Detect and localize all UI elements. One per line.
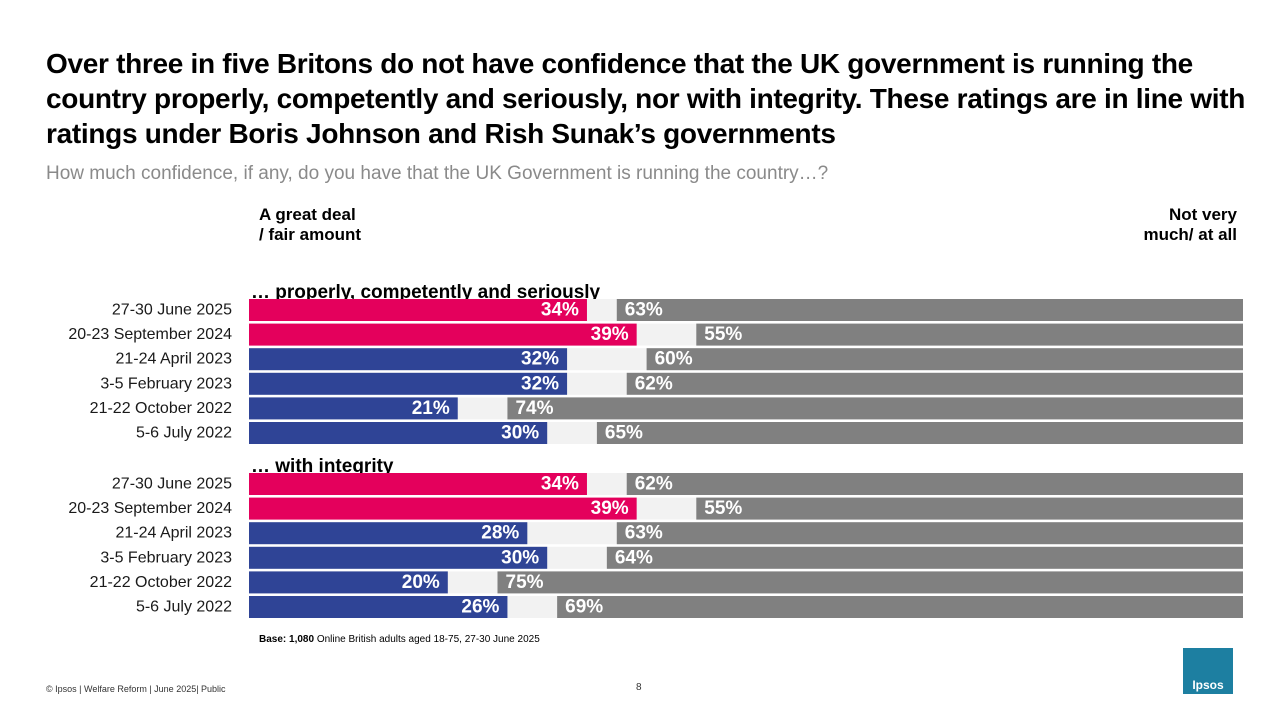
bar-positive (249, 397, 458, 420)
bar-negative (616, 299, 1243, 321)
data-label-negative: 55% (704, 498, 742, 519)
bar-positive (249, 372, 568, 395)
bar-negative (626, 372, 1243, 395)
bar-positive (249, 473, 587, 495)
data-label-negative: 60% (655, 349, 693, 370)
bar-positive (249, 497, 637, 520)
category-label: 20-23 September 2024 (68, 500, 232, 517)
data-label-positive: 20% (402, 572, 440, 593)
legend-positive-line-2: / fair amount (259, 225, 362, 244)
data-label-negative: 69% (565, 597, 603, 618)
category-label: 27-30 June 2025 (112, 476, 232, 493)
legend-positive-line-1: A great deal (259, 205, 356, 224)
group-label: … properly, competently and seriously (251, 282, 601, 303)
base-description: Online British adults aged 18-75, 27-30 … (314, 634, 540, 645)
data-label-negative: 75% (506, 572, 544, 593)
group-label: … with integrity (251, 456, 394, 477)
bar-positive (249, 571, 448, 594)
data-label-negative: 55% (704, 324, 742, 345)
data-label-positive: 30% (501, 423, 539, 444)
bar-positive (249, 546, 548, 569)
bar-negative (696, 497, 1243, 520)
data-label-positive: 39% (591, 498, 629, 519)
data-label-positive: 32% (521, 373, 559, 394)
bar-negative (696, 323, 1243, 346)
data-label-negative: 63% (625, 300, 663, 321)
data-label-negative: 62% (635, 474, 673, 495)
category-label: 5-6 July 2022 (136, 425, 232, 442)
data-label-negative: 64% (615, 547, 653, 568)
footer-text: © Ipsos | Welfare Reform | June 2025| Pu… (46, 684, 226, 694)
data-label-positive: 34% (541, 474, 579, 495)
category-label: 21-24 April 2023 (115, 351, 232, 368)
data-label-positive: 28% (481, 523, 519, 544)
data-label-positive: 21% (412, 398, 450, 419)
bar-positive (249, 522, 528, 545)
bar-positive (249, 422, 548, 444)
legend-negative-line-1: Not very (1168, 205, 1237, 224)
legend-negative-line-2: much/ at all (1143, 225, 1237, 244)
data-label-positive: 34% (541, 300, 579, 321)
bar-negative (497, 571, 1243, 594)
bar-positive (249, 299, 587, 321)
page-number: 8 (636, 682, 642, 693)
category-label: 21-22 October 2022 (90, 400, 232, 417)
data-label-positive: 26% (461, 597, 499, 618)
chart-subtitle: How much confidence, if any, do you have… (46, 163, 829, 184)
category-label: 5-6 July 2022 (136, 599, 232, 616)
bar-negative (616, 522, 1243, 545)
data-label-negative: 74% (515, 398, 553, 419)
bar-positive (249, 596, 508, 618)
category-label: 21-22 October 2022 (90, 574, 232, 591)
bar-negative (606, 546, 1243, 569)
data-label-positive: 39% (591, 324, 629, 345)
ipsos-logo: Ipsos (1183, 648, 1233, 694)
base-note: Base: 1,080 Online British adults aged 1… (259, 634, 540, 645)
category-label: 27-30 June 2025 (112, 302, 232, 319)
data-label-positive: 30% (501, 547, 539, 568)
base-label: Base: 1,080 (259, 634, 315, 645)
bar-positive (249, 323, 637, 346)
bar-negative (626, 473, 1243, 495)
bar-positive (249, 348, 568, 371)
chart-title: Over three in five Britons do not have c… (46, 48, 1246, 149)
category-label: 20-23 September 2024 (68, 326, 232, 343)
data-label-negative: 65% (605, 423, 643, 444)
bar-negative (646, 348, 1243, 371)
data-label-negative: 62% (635, 373, 673, 394)
bar-chart: … properly, competently and seriously 27-… (68, 282, 1243, 618)
data-label-negative: 63% (625, 523, 663, 544)
bar-negative (507, 397, 1243, 420)
bar-negative (557, 596, 1243, 618)
legend-negative: Not very much/ at all (1143, 205, 1237, 245)
bar-negative (596, 422, 1243, 444)
legend-positive: A great deal / fair amount (259, 205, 361, 245)
category-label: 3-5 February 2023 (100, 375, 232, 392)
logo-text: Ipsos (1192, 678, 1224, 692)
category-label: 3-5 February 2023 (100, 549, 232, 566)
data-label-positive: 32% (521, 349, 559, 370)
category-label: 21-24 April 2023 (115, 525, 232, 542)
